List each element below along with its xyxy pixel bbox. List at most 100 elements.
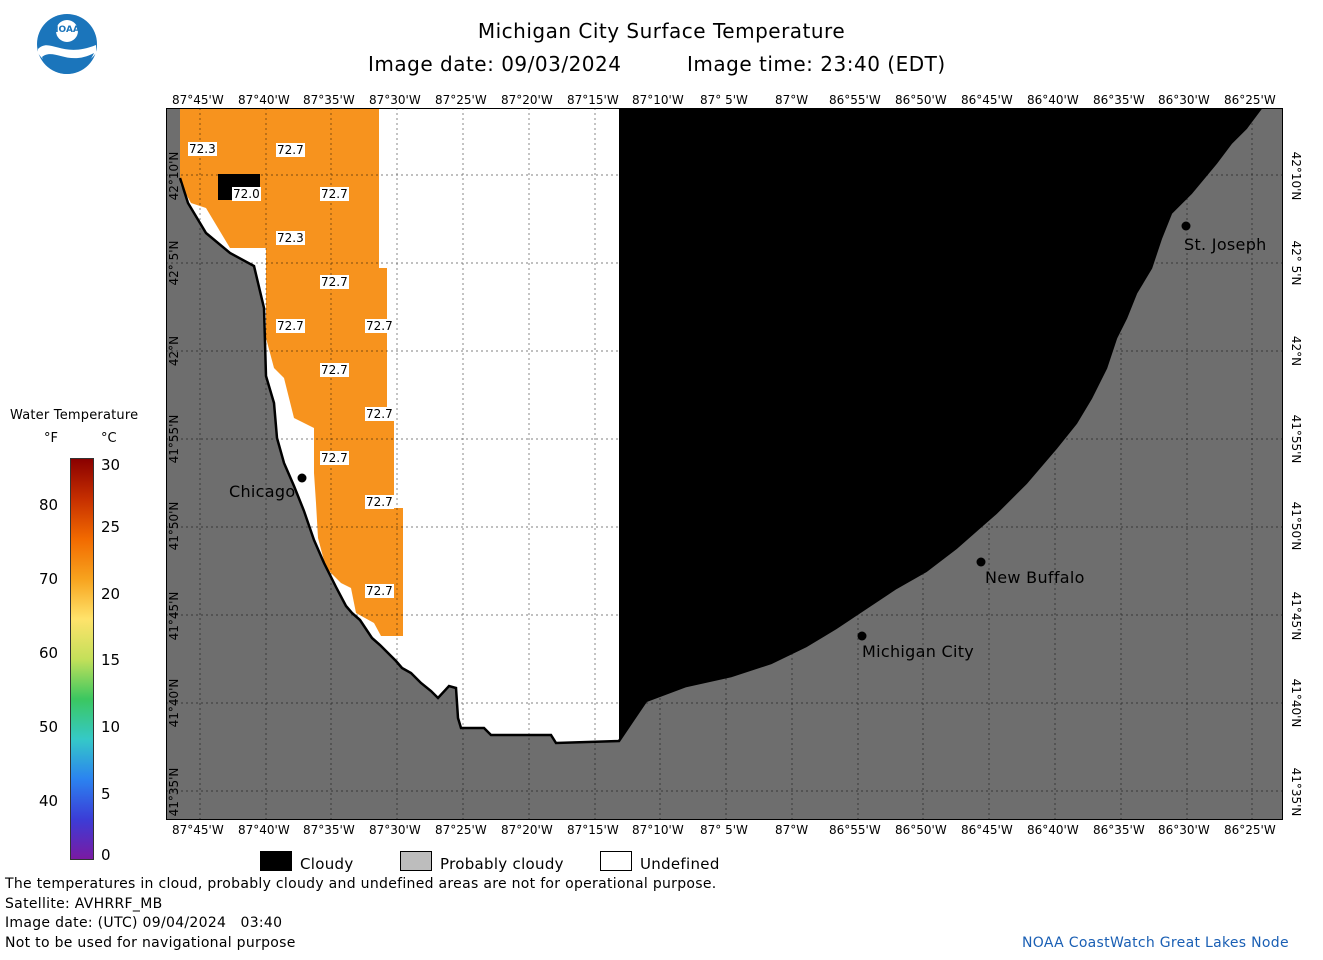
lon-tick: 87°25'W [435, 823, 487, 837]
lat-tick: 41°35'N [167, 767, 181, 817]
lon-tick: 86°55'W [829, 93, 881, 107]
colorbar-f-tick: 70 [39, 570, 59, 588]
temp-label: 72.7 [320, 275, 349, 289]
temp-label: 72.7 [320, 451, 349, 465]
lon-tick: 86°40'W [1027, 823, 1079, 837]
colorbar-title: Water Temperature [10, 408, 139, 423]
temp-label: 72.7 [276, 143, 305, 157]
lon-tick: 87°25'W [435, 93, 487, 107]
lake-cloudy-area [619, 108, 1261, 741]
colorbar-c-tick: 5 [101, 785, 111, 803]
lon-tick: 86°50'W [895, 93, 947, 107]
colorbar-f-tick: 60 [39, 644, 59, 662]
lat-tick: 41°40'N [1289, 678, 1303, 728]
lon-tick: 86°35'W [1093, 93, 1145, 107]
legend-swatch-probably-cloudy [400, 851, 432, 871]
lat-tick: 41°40'N [167, 678, 181, 728]
lat-tick: 42° 5'N [167, 240, 181, 286]
chicago-marker [297, 473, 307, 483]
lon-tick: 87°45'W [172, 823, 224, 837]
image-time: Image time: 23:40 (EDT) [687, 52, 946, 76]
lon-tick: 86°40'W [1027, 93, 1079, 107]
temp-label: 72.0 [232, 187, 261, 201]
colorbar-f-tick: 40 [39, 792, 59, 810]
lat-tick: 41°55'N [167, 414, 181, 464]
city-label-michigan-city: Michigan City [862, 642, 975, 661]
lon-tick: 86°25'W [1224, 93, 1276, 107]
colorbar-c-tick: 30 [101, 456, 121, 474]
lon-tick: 87°W [775, 93, 809, 107]
footer-navigation-warning: Not to be used for navigational purpose [5, 935, 296, 951]
colorbar-c-tick: 20 [101, 585, 121, 603]
lon-tick: 86°50'W [895, 823, 947, 837]
city-label-st-joseph: St. Joseph [1184, 235, 1267, 254]
legend-label-probably-cloudy: Probably cloudy [440, 855, 564, 873]
temp-label: 72.7 [276, 319, 305, 333]
legend-swatch-cloudy [260, 851, 292, 871]
lon-tick: 87°10'W [632, 823, 684, 837]
lon-tick: 87° 5'W [700, 823, 748, 837]
colorbar-c-tick: 15 [101, 651, 121, 669]
lat-tick: 41°45'N [1289, 591, 1303, 641]
lon-tick: 87°45'W [172, 93, 224, 107]
footer-satellite: Satellite: AVHRRF_MB [5, 896, 163, 912]
footer-disclaimer: The temperatures in cloud, probably clou… [5, 876, 717, 892]
colorbar-f-tick: 50 [39, 718, 59, 736]
lon-tick: 87°20'W [501, 823, 553, 837]
st-joseph-marker [1181, 221, 1191, 231]
lon-tick: 86°55'W [829, 823, 881, 837]
lon-tick: 86°25'W [1224, 823, 1276, 837]
lat-tick: 41°55'N [1289, 414, 1303, 464]
lat-tick: 41°50'N [167, 501, 181, 551]
noaa-logo-icon: NOAA [36, 13, 98, 75]
colorbar-c-tick: 0 [101, 846, 111, 864]
lat-tick: 41°45'N [167, 591, 181, 641]
legend-label-undefined: Undefined [640, 855, 720, 873]
new-buffalo-marker [976, 557, 986, 567]
footer-utc-date: Image date: (UTC) 09/04/2024 03:40 [5, 915, 283, 931]
city-label-chicago: Chicago [229, 482, 296, 501]
temp-label: 72.3 [276, 231, 305, 245]
lat-tick: 42°N [167, 335, 181, 367]
michigan-city-marker [857, 631, 867, 641]
colorbar-unit-f: °F [44, 431, 58, 446]
footer-credit: NOAA CoastWatch Great Lakes Node [1022, 935, 1289, 951]
lon-tick: 87°35'W [303, 823, 355, 837]
temp-label: 72.7 [365, 407, 394, 421]
lon-tick: 87°35'W [303, 93, 355, 107]
lon-tick: 87°20'W [501, 93, 553, 107]
temp-label: 72.7 [320, 187, 349, 201]
colorbar-c-tick: 25 [101, 518, 121, 536]
lon-tick: 87°15'W [567, 823, 619, 837]
lon-tick: 86°45'W [961, 93, 1013, 107]
lat-tick: 41°35'N [1289, 767, 1303, 817]
temp-label: 72.7 [365, 495, 394, 509]
legend-swatch-undefined [600, 851, 632, 871]
lon-tick: 86°35'W [1093, 823, 1145, 837]
temp-label: 72.7 [365, 584, 394, 598]
colorbar-f-tick: 80 [39, 496, 59, 514]
lon-tick: 87°15'W [567, 93, 619, 107]
legend-label-cloudy: Cloudy [300, 855, 354, 873]
lat-tick: 42°10'N [167, 151, 181, 201]
noaa-logo-text: NOAA [51, 25, 80, 35]
lat-tick: 41°50'N [1289, 501, 1303, 551]
temp-label: 72.7 [320, 363, 349, 377]
warm-water-area [180, 108, 403, 636]
lat-tick: 42°N [1289, 335, 1303, 367]
image-date: Image date: 09/03/2024 [368, 52, 622, 76]
city-label-new-buffalo: New Buffalo [985, 568, 1085, 587]
colorbar-c-tick: 10 [101, 718, 121, 736]
lon-tick: 87°10'W [632, 93, 684, 107]
lon-tick: 86°30'W [1158, 93, 1210, 107]
map-panel: Chicago Michigan City New Buffalo St. Jo… [166, 107, 1283, 820]
lon-tick: 87°W [775, 823, 809, 837]
lat-tick: 42° 5'N [1289, 240, 1303, 286]
lon-tick: 87°40'W [238, 93, 290, 107]
temp-label: 72.7 [365, 319, 394, 333]
lon-tick: 87°30'W [369, 823, 421, 837]
lon-tick: 86°45'W [961, 823, 1013, 837]
lon-tick: 87°30'W [369, 93, 421, 107]
colorbar-unit-c: °C [101, 431, 117, 446]
temp-label: 72.3 [188, 142, 217, 156]
